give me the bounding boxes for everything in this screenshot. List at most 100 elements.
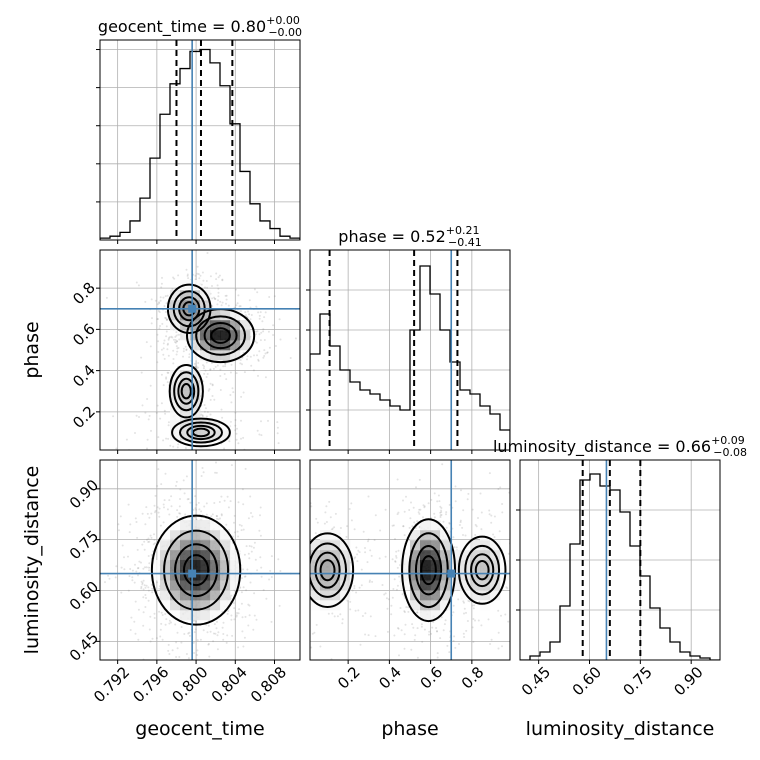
sample-point	[211, 383, 214, 386]
sample-point	[217, 291, 220, 294]
sample-point	[394, 560, 397, 563]
sample-point	[215, 278, 218, 281]
density-cell	[410, 560, 421, 571]
y-tick-label: 0.6	[69, 320, 99, 350]
sample-point	[263, 355, 266, 357]
sample-point	[186, 498, 189, 501]
sample-point	[235, 615, 238, 618]
density-cell	[170, 590, 181, 601]
sample-point	[264, 376, 267, 379]
sample-point	[234, 419, 237, 421]
sample-point	[305, 637, 307, 639]
sample-point	[172, 445, 175, 448]
sample-point	[184, 345, 187, 348]
sample-point	[134, 632, 137, 635]
sample-point	[159, 299, 162, 302]
sample-point	[237, 535, 240, 538]
sample-point	[227, 304, 230, 307]
sample-point	[200, 283, 203, 286]
sample-point	[214, 298, 217, 300]
sample-point	[198, 508, 201, 511]
sample-point	[367, 540, 369, 543]
sample-point	[285, 583, 287, 585]
contour-level-3	[191, 427, 210, 438]
sample-point	[128, 531, 131, 534]
sample-point	[121, 544, 124, 547]
sample-point	[197, 362, 200, 364]
sample-point	[370, 554, 373, 557]
density-cell	[190, 410, 201, 421]
sample-point	[398, 654, 400, 657]
sample-point	[394, 538, 396, 540]
sample-point	[381, 584, 384, 586]
contour-level-2	[414, 544, 443, 596]
sample-point	[205, 415, 208, 418]
density-cell	[430, 610, 441, 621]
density-cell	[480, 560, 491, 571]
sample-point	[511, 509, 513, 511]
sample-point	[395, 555, 398, 557]
sample-point	[263, 349, 266, 352]
sample-point	[148, 562, 151, 565]
sample-point	[264, 352, 267, 355]
sample-point	[172, 358, 175, 360]
sample-point	[403, 611, 406, 614]
sample-point	[227, 610, 230, 612]
sample-point	[125, 438, 128, 441]
sample-point	[212, 640, 215, 643]
sample-point	[302, 603, 304, 605]
sample-point	[395, 556, 398, 559]
sample-point	[395, 550, 398, 553]
sample-point	[178, 656, 181, 658]
sample-point	[279, 570, 282, 572]
sample-point	[123, 568, 126, 571]
sample-point	[224, 362, 227, 365]
sample-point	[167, 421, 170, 424]
sample-point	[238, 305, 241, 308]
sample-point	[187, 498, 190, 500]
sample-point	[207, 643, 210, 646]
sample-point	[175, 656, 178, 658]
density-cell	[200, 530, 211, 541]
sample-point	[175, 484, 177, 487]
sample-point	[284, 597, 286, 599]
contour-level-0	[150, 514, 242, 626]
density-cell	[180, 520, 191, 531]
density-cell	[440, 570, 451, 581]
panel-content	[100, 250, 300, 450]
sample-point	[384, 592, 387, 595]
panel-content	[100, 40, 300, 240]
sample-point	[220, 495, 223, 498]
density-cell	[440, 590, 451, 601]
sample-point	[202, 279, 205, 282]
sample-point	[436, 500, 439, 503]
sample-point	[534, 524, 536, 526]
sample-point	[277, 546, 279, 548]
density-cell	[190, 530, 201, 541]
sample-point	[440, 513, 443, 516]
sample-point	[416, 611, 419, 614]
sample-point	[358, 586, 361, 589]
sample-point	[157, 310, 160, 312]
density-cell	[440, 600, 451, 611]
sample-point	[276, 421, 279, 424]
x-tick-label: 0.800	[169, 663, 212, 706]
sample-point	[327, 612, 330, 615]
density-cell	[170, 600, 181, 611]
sample-point	[174, 335, 177, 338]
sample-point	[167, 342, 169, 345]
sample-point	[442, 520, 445, 523]
sample-point	[364, 633, 367, 636]
sample-point	[223, 499, 226, 502]
sample-point	[143, 548, 146, 551]
sample-point	[465, 611, 467, 614]
sample-point	[163, 305, 166, 308]
density-cell	[470, 550, 481, 561]
sample-point	[463, 607, 466, 610]
sample-point	[193, 516, 196, 519]
sample-point	[417, 511, 420, 514]
sample-point	[439, 511, 442, 514]
sample-point	[249, 495, 252, 498]
density-cell	[400, 570, 411, 581]
sample-point	[497, 488, 500, 490]
